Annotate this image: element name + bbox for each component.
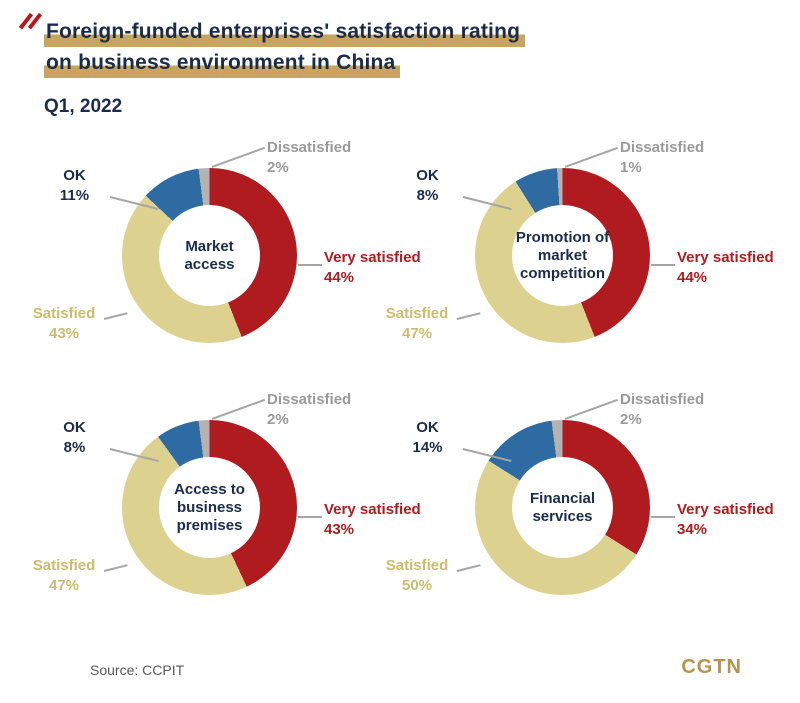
donut-center: Promotion of market competition bbox=[512, 205, 613, 306]
label-dissatisfied-text: Dissatisfied bbox=[620, 139, 705, 156]
label-very-satisfied-value: 44% bbox=[324, 268, 355, 286]
donut-chart-access-to-business-premises: Access to business premises Dissatisfied… bbox=[12, 390, 452, 640]
leader-line-very-satisfied bbox=[298, 264, 322, 266]
label-satisfied-text: Satisfied bbox=[32, 305, 96, 322]
label-ok: OK 11% bbox=[37, 166, 112, 205]
label-very-satisfied: Very satisfied 43% bbox=[324, 500, 421, 539]
source-credit: Source: CCPIT bbox=[90, 662, 185, 678]
label-very-satisfied-text: Very satisfied bbox=[677, 249, 774, 266]
label-dissatisfied-text: Dissatisfied bbox=[267, 391, 352, 408]
label-dissatisfied-text: Dissatisfied bbox=[267, 139, 352, 156]
donut-center: Access to business premises bbox=[159, 457, 260, 558]
label-satisfied: Satisfied 43% bbox=[20, 304, 108, 343]
donut-ring: Financial services bbox=[475, 420, 650, 595]
leader-line-dissatisfied bbox=[564, 398, 618, 420]
label-satisfied-value: 43% bbox=[48, 324, 80, 342]
donut-ring: Access to business premises bbox=[122, 420, 297, 595]
label-satisfied: Satisfied 47% bbox=[20, 556, 108, 595]
leader-line-dissatisfied bbox=[211, 398, 265, 420]
leader-line-very-satisfied bbox=[651, 516, 675, 518]
label-satisfied-value: 47% bbox=[401, 324, 433, 342]
chart-center-title: Financial services bbox=[529, 489, 596, 525]
donut-center: Financial services bbox=[512, 457, 613, 558]
label-very-satisfied-value: 44% bbox=[677, 268, 708, 286]
label-satisfied-text: Satisfied bbox=[32, 557, 96, 574]
label-satisfied-text: Satisfied bbox=[385, 305, 449, 322]
label-very-satisfied: Very satisfied 44% bbox=[324, 248, 421, 287]
label-very-satisfied-text: Very satisfied bbox=[677, 501, 774, 518]
leader-line-dissatisfied bbox=[564, 146, 618, 168]
label-dissatisfied: Dissatisfied 2% bbox=[620, 390, 704, 429]
label-satisfied: Satisfied 47% bbox=[373, 304, 461, 343]
label-ok: OK 8% bbox=[37, 418, 112, 457]
label-dissatisfied-value: 2% bbox=[267, 158, 289, 176]
label-ok-text: OK bbox=[63, 167, 86, 184]
leader-line-very-satisfied bbox=[298, 516, 322, 518]
label-ok-value: 8% bbox=[416, 186, 439, 204]
label-very-satisfied-text: Very satisfied bbox=[324, 249, 421, 266]
label-ok-value: 14% bbox=[412, 438, 443, 456]
label-ok: OK 14% bbox=[390, 418, 465, 457]
donut-chart-financial-services: Financial services Dissatisfied 2% OK 14… bbox=[365, 390, 800, 640]
page-title: Foreign-funded enterprises' satisfaction… bbox=[44, 16, 526, 78]
label-ok-text: OK bbox=[416, 419, 439, 436]
page-title-line1: Foreign-funded enterprises' satisfaction… bbox=[44, 16, 526, 47]
label-dissatisfied-text: Dissatisfied bbox=[620, 391, 705, 408]
label-satisfied-value: 50% bbox=[401, 576, 433, 594]
label-very-satisfied: Very satisfied 34% bbox=[677, 500, 774, 539]
label-ok: OK 8% bbox=[390, 166, 465, 205]
label-very-satisfied-text: Very satisfied bbox=[324, 501, 421, 518]
cgtn-logo: CGTN bbox=[681, 656, 742, 678]
label-very-satisfied: Very satisfied 44% bbox=[677, 248, 774, 287]
label-very-satisfied-value: 43% bbox=[324, 520, 355, 538]
label-dissatisfied-value: 1% bbox=[620, 158, 642, 176]
label-satisfied: Satisfied 50% bbox=[373, 556, 461, 595]
donut-chart-grid: Market access Dissatisfied 2% OK 11% Ver… bbox=[12, 138, 800, 648]
label-dissatisfied: Dissatisfied 2% bbox=[267, 390, 351, 429]
label-dissatisfied: Dissatisfied 2% bbox=[267, 138, 351, 177]
label-dissatisfied: Dissatisfied 1% bbox=[620, 138, 704, 177]
label-dissatisfied-value: 2% bbox=[267, 410, 289, 428]
label-dissatisfied-value: 2% bbox=[620, 410, 642, 428]
donut-ring: Promotion of market competition bbox=[475, 168, 650, 343]
donut-chart-market-access: Market access Dissatisfied 2% OK 11% Ver… bbox=[12, 138, 452, 388]
label-ok-text: OK bbox=[63, 419, 86, 436]
label-satisfied-text: Satisfied bbox=[385, 557, 449, 574]
red-corner-mark-icon bbox=[18, 10, 46, 36]
label-satisfied-value: 47% bbox=[48, 576, 80, 594]
period-label: Q1, 2022 bbox=[44, 96, 123, 117]
chart-center-title: Access to business premises bbox=[174, 480, 245, 534]
leader-line-very-satisfied bbox=[651, 264, 675, 266]
donut-chart-promotion-of-market-competition: Promotion of market competition Dissatis… bbox=[365, 138, 800, 388]
label-ok-text: OK bbox=[416, 167, 439, 184]
label-very-satisfied-value: 34% bbox=[677, 520, 708, 538]
chart-center-title: Market access bbox=[184, 237, 235, 273]
label-ok-value: 8% bbox=[63, 438, 86, 456]
page-title-line2: on business environment in China bbox=[44, 47, 401, 78]
leader-line-dissatisfied bbox=[211, 146, 265, 168]
chart-center-title: Promotion of market competition bbox=[515, 228, 610, 282]
donut-ring: Market access bbox=[122, 168, 297, 343]
label-ok-value: 11% bbox=[59, 186, 90, 204]
donut-center: Market access bbox=[159, 205, 260, 306]
